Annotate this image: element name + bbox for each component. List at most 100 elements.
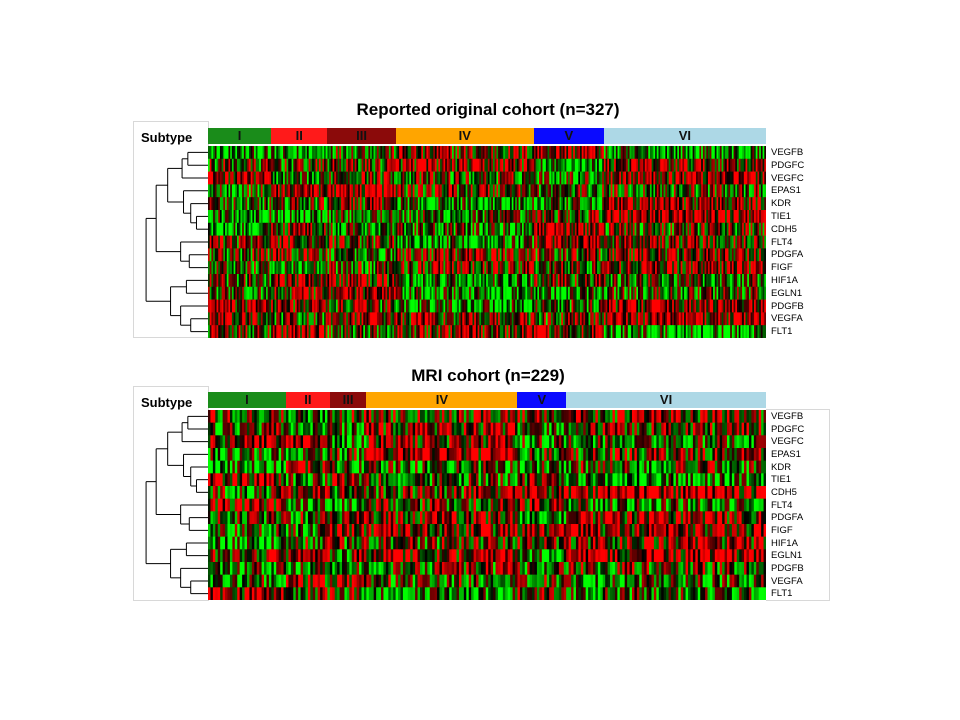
heatmap-cell: [441, 248, 445, 262]
heatmap-cell: [250, 325, 253, 338]
heatmap-cell: [276, 184, 279, 198]
heatmap-cell: [544, 146, 547, 160]
heatmap-cell: [667, 146, 670, 160]
heatmap-cell: [305, 248, 308, 262]
heatmap-cell: [474, 312, 477, 326]
heatmap-cell: [402, 274, 405, 288]
heatmap-cell: [667, 325, 670, 338]
subtype-segment-ii: II: [285, 392, 330, 408]
heatmap-cell: [262, 158, 265, 172]
heatmap-cell: [750, 222, 753, 236]
heatmap-cell: [525, 222, 528, 236]
heatmap-cell: [668, 274, 672, 288]
heatmap-cell: [636, 325, 639, 338]
heatmap-cell: [412, 158, 416, 172]
heatmap-cell: [689, 197, 692, 211]
heatmap-cell: [366, 235, 370, 249]
heatmap-cell: [626, 274, 629, 288]
heatmap-cell: [313, 299, 317, 313]
heatmap-cell: [329, 171, 332, 185]
heatmap-cell: [475, 325, 479, 338]
heatmap-cell: [482, 158, 486, 172]
heatmap-cell: [385, 325, 388, 338]
heatmap-cell: [760, 158, 764, 172]
heatmap-cell: [568, 222, 571, 236]
heatmap-cell: [260, 274, 264, 288]
heatmap-cell: [329, 248, 332, 262]
heatmap-cell: [416, 312, 419, 326]
heatmap-cell: [743, 286, 747, 300]
heatmap-cell: [600, 222, 603, 236]
heatmap-cell: [354, 197, 358, 211]
heatmap-cell: [405, 146, 409, 160]
heatmap-cell: [515, 261, 518, 275]
heatmap-cell: [518, 184, 521, 198]
heatmap-cell: [523, 222, 526, 236]
heatmap-cell: [371, 222, 375, 236]
heatmap-cell: [405, 210, 409, 224]
heatmap-cell: [699, 248, 702, 262]
heatmap-cell: [390, 222, 393, 236]
heatmap-cell: [696, 222, 699, 236]
heatmap-cell: [731, 158, 735, 172]
heatmap-cell: [404, 261, 407, 275]
heatmap-cell: [573, 261, 576, 275]
heatmap-cell: [554, 158, 557, 172]
heatmap-cell: [349, 286, 352, 300]
heatmap-cell: [465, 235, 468, 249]
heatmap-cell: [209, 210, 213, 224]
heatmap-cell: [510, 286, 513, 300]
heatmap-cell: [283, 197, 286, 211]
heatmap-cell: [354, 184, 358, 198]
heatmap-cell: [409, 222, 412, 236]
heatmap-cell: [498, 299, 501, 313]
heatmap-cell: [762, 274, 765, 288]
heatmap-cell: [450, 248, 453, 262]
heatmap-cell: [467, 286, 470, 300]
heatmap-cell: [593, 146, 596, 160]
heatmap-cell: [605, 299, 608, 313]
heatmap-cell: [405, 222, 409, 236]
heatmap-cell: [349, 299, 352, 313]
heatmap-cell: [213, 158, 216, 172]
heatmap-cell: [649, 325, 653, 338]
heatmap-cell: [539, 312, 542, 326]
heatmap-cell: [305, 274, 308, 288]
heatmap-cell: [257, 312, 260, 326]
heatmap-cell: [293, 325, 296, 338]
heatmap-cell: [209, 158, 213, 172]
heatmap-cell: [417, 312, 421, 326]
heatmap-cell: [296, 312, 300, 326]
heatmap-cell: [614, 197, 617, 211]
heatmap-cell: [329, 222, 332, 236]
heatmap-cell: [709, 248, 712, 262]
heatmap-cell: [375, 286, 378, 300]
heatmap-cell: [412, 325, 416, 338]
heatmap-cell: [219, 158, 223, 172]
heatmap-cell: [295, 248, 298, 262]
heatmap-cell: [445, 146, 448, 160]
heatmap-cell: [226, 235, 230, 249]
heatmap-cell: [260, 171, 264, 185]
heatmap-cell: [441, 210, 445, 224]
heatmap-cell: [665, 235, 668, 249]
heatmap-cell: [576, 325, 579, 338]
heatmap-cell: [598, 261, 602, 275]
heatmap-cell: [259, 274, 262, 288]
heatmap-cell: [580, 299, 583, 313]
heatmap-cell: [436, 235, 439, 249]
heatmap-cell: [670, 261, 673, 275]
heatmap-cell: [231, 222, 235, 236]
heatmap-cell: [342, 171, 346, 185]
heatmap-cell: [718, 210, 721, 224]
heatmap-cell: [588, 299, 591, 313]
heatmap-cell: [312, 197, 315, 211]
heatmap-cell: [576, 235, 579, 249]
heatmap-cell: [443, 222, 446, 236]
heatmap-cell: [300, 222, 303, 236]
heatmap-cell: [508, 325, 511, 338]
heatmap-cell: [423, 146, 426, 160]
heatmap-cell: [764, 158, 766, 172]
heatmap-cell: [663, 171, 666, 185]
heatmap-cell: [511, 235, 515, 249]
